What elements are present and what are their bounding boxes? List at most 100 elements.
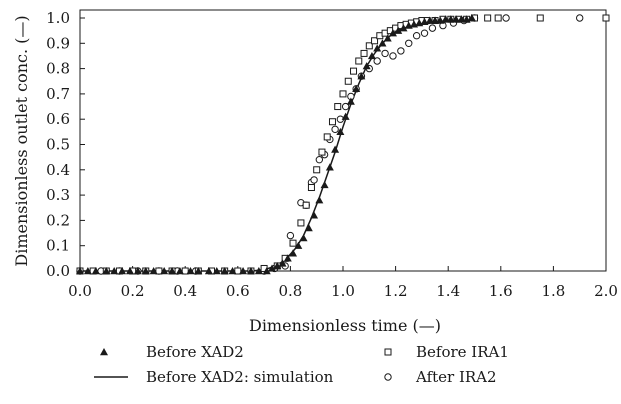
y-tick-label: 0.9: [46, 34, 70, 52]
square-point: [307, 184, 315, 192]
triangle-point: [299, 234, 308, 242]
square-point: [536, 14, 544, 22]
legend-label: Before XAD2: [146, 343, 244, 361]
triangle-point: [425, 16, 434, 24]
square-point: [365, 42, 373, 50]
circle-point: [428, 24, 437, 32]
triangle-point: [373, 44, 382, 52]
legend-circle-swatch: [384, 373, 392, 381]
triangle-point: [83, 267, 92, 275]
square-point: [494, 14, 502, 22]
triangle-point: [341, 112, 350, 120]
y-tick-label: 0.7: [46, 85, 70, 103]
triangle-point: [304, 223, 313, 232]
x-tick-label: 1.6: [489, 282, 513, 300]
triangle-point: [160, 267, 169, 275]
square-point: [302, 201, 310, 209]
y-axis-label: Dimensionless outlet conc. (—): [12, 15, 31, 266]
triangle-point: [149, 267, 158, 275]
triangle-point: [441, 15, 450, 23]
triangle-point: [283, 254, 292, 262]
triangle-point: [254, 267, 263, 275]
triangle-point: [212, 267, 221, 275]
triangle-point: [431, 16, 440, 24]
triangle-point: [91, 267, 100, 275]
triangle-point: [246, 267, 255, 275]
square-point: [181, 267, 189, 275]
triangle-point: [310, 211, 319, 219]
y-tick-label: 0.6: [46, 110, 70, 128]
square-point: [484, 14, 492, 22]
triangle-point: [175, 267, 184, 275]
circle-point: [315, 155, 324, 164]
triangle-point: [336, 127, 345, 136]
x-tick-label: 0.8: [278, 282, 302, 300]
triangle-point: [325, 163, 334, 171]
triangle-point: [346, 97, 355, 105]
triangle-point: [383, 34, 392, 42]
y-tick-label: 0.8: [46, 60, 70, 78]
square-point: [344, 77, 352, 85]
square-point: [360, 49, 368, 57]
square-point: [334, 103, 342, 111]
square-point: [155, 267, 163, 275]
triangle-point: [125, 267, 134, 275]
x-tick-label: 1.0: [331, 282, 355, 300]
y-tick-label: 0.4: [46, 161, 70, 179]
square-point: [297, 219, 305, 227]
legend-square-swatch: [384, 348, 392, 356]
triangle-point: [315, 196, 324, 204]
circle-point: [310, 176, 318, 184]
circle-point: [341, 102, 350, 111]
triangle-point: [457, 15, 466, 23]
triangle-point: [278, 259, 287, 267]
triangle-point: [467, 14, 476, 22]
circle-point: [286, 231, 295, 240]
triangle-point: [289, 249, 298, 257]
square-point: [350, 67, 358, 75]
y-tick-label: 0.2: [46, 211, 70, 229]
y-tick-label: 0.3: [46, 186, 70, 204]
plot-frame: [79, 9, 607, 272]
triangle-point: [133, 267, 142, 275]
triangle-point: [399, 24, 408, 32]
triangle-point: [367, 51, 376, 60]
circle-point: [502, 14, 510, 22]
circle-point: [397, 47, 405, 55]
y-tick-label: 0.0: [46, 262, 70, 280]
triangle-point: [76, 267, 84, 275]
square-point: [602, 14, 610, 22]
y-tick-label: 1.0: [46, 9, 70, 27]
simulation-line: [80, 17, 475, 272]
x-tick-label: 2.0: [594, 282, 618, 300]
triangle-point: [267, 264, 276, 272]
triangle-point: [204, 267, 213, 275]
triangle-point: [446, 15, 455, 23]
square-point: [318, 148, 326, 156]
circle-point: [389, 52, 397, 60]
triangle-point: [452, 15, 461, 23]
triangle-point: [220, 267, 229, 275]
legend-triangle-swatch: [100, 348, 108, 356]
triangle-point: [357, 72, 366, 80]
triangle-point: [352, 84, 361, 93]
triangle-point: [186, 267, 195, 275]
triangle-point: [141, 267, 150, 275]
legend-label: Before IRA1: [416, 343, 509, 361]
square-point: [323, 133, 331, 141]
square-point: [328, 118, 336, 126]
x-axis-label: Dimensionless time (—): [249, 316, 441, 335]
circle-point: [381, 49, 389, 58]
x-tick-label: 0.2: [121, 282, 145, 300]
axes: 0.0 0.2 0.4 0.6 0.8 1.0 1.2 1.4 1.6 1.8 2.0 0.0 0.1 0…: [46, 9, 618, 300]
triangle-point: [394, 26, 403, 34]
triangle-point: [168, 267, 177, 275]
x-tick-label: 0.0: [68, 282, 92, 300]
triangle-point: [239, 267, 248, 275]
y-tick-label: 0.1: [46, 237, 70, 255]
triangle-point: [378, 39, 387, 47]
square-point: [355, 57, 363, 65]
circle-point: [412, 32, 421, 40]
triangle-point: [273, 261, 282, 270]
square-point: [371, 37, 379, 45]
